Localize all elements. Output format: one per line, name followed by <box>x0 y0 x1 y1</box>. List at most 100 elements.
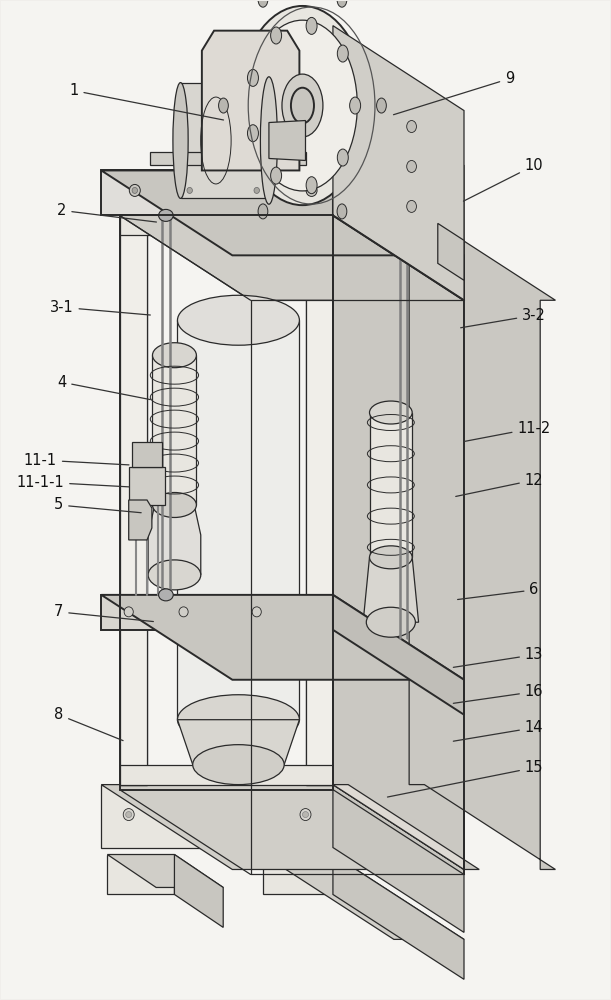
Ellipse shape <box>179 607 188 617</box>
Text: 15: 15 <box>387 760 543 797</box>
Polygon shape <box>333 785 464 932</box>
Ellipse shape <box>349 97 360 114</box>
Ellipse shape <box>407 200 417 212</box>
Polygon shape <box>120 215 147 785</box>
Text: 2: 2 <box>57 203 156 222</box>
Ellipse shape <box>173 83 188 198</box>
Text: 3-2: 3-2 <box>461 308 546 328</box>
Text: 12: 12 <box>456 473 543 496</box>
Ellipse shape <box>271 27 282 44</box>
Polygon shape <box>269 121 306 160</box>
Polygon shape <box>101 595 333 630</box>
Polygon shape <box>333 595 464 715</box>
Text: 10: 10 <box>463 158 543 201</box>
Polygon shape <box>263 855 464 939</box>
Polygon shape <box>333 215 464 869</box>
Polygon shape <box>132 442 163 467</box>
Polygon shape <box>120 765 333 785</box>
Ellipse shape <box>159 209 173 221</box>
Ellipse shape <box>177 695 299 745</box>
Polygon shape <box>177 320 299 720</box>
Polygon shape <box>363 557 419 622</box>
Polygon shape <box>333 215 479 869</box>
Ellipse shape <box>251 184 262 196</box>
Ellipse shape <box>367 607 415 637</box>
Ellipse shape <box>177 295 299 345</box>
Text: 13: 13 <box>453 647 543 667</box>
Ellipse shape <box>123 809 134 821</box>
Ellipse shape <box>376 98 386 113</box>
Ellipse shape <box>153 493 196 517</box>
Polygon shape <box>101 785 333 848</box>
Ellipse shape <box>337 0 347 7</box>
Ellipse shape <box>337 204 347 219</box>
Ellipse shape <box>306 17 317 34</box>
Polygon shape <box>101 785 464 869</box>
Text: 16: 16 <box>453 684 543 703</box>
Polygon shape <box>120 215 464 300</box>
Ellipse shape <box>153 343 196 368</box>
Ellipse shape <box>130 184 141 196</box>
Text: 14: 14 <box>453 720 543 741</box>
Polygon shape <box>101 170 333 215</box>
Text: 11-2: 11-2 <box>464 421 551 442</box>
Ellipse shape <box>306 177 317 194</box>
Polygon shape <box>153 355 196 505</box>
Polygon shape <box>148 505 201 575</box>
Ellipse shape <box>124 607 133 617</box>
Polygon shape <box>108 855 174 894</box>
Text: 1: 1 <box>69 83 224 120</box>
Polygon shape <box>333 215 464 869</box>
Ellipse shape <box>247 125 258 142</box>
Polygon shape <box>120 215 147 785</box>
Polygon shape <box>108 855 223 887</box>
Ellipse shape <box>252 607 262 617</box>
Polygon shape <box>333 81 464 255</box>
Ellipse shape <box>302 812 309 818</box>
Polygon shape <box>370 413 412 557</box>
Ellipse shape <box>407 121 417 133</box>
Ellipse shape <box>337 149 348 166</box>
Ellipse shape <box>184 184 195 196</box>
Ellipse shape <box>148 560 201 590</box>
Polygon shape <box>263 855 333 894</box>
Text: 4: 4 <box>57 375 150 400</box>
Polygon shape <box>202 31 299 170</box>
Ellipse shape <box>126 812 132 818</box>
Ellipse shape <box>247 20 357 191</box>
Polygon shape <box>177 720 299 765</box>
Ellipse shape <box>337 45 348 62</box>
Ellipse shape <box>291 88 314 123</box>
Ellipse shape <box>258 204 268 219</box>
Polygon shape <box>174 855 223 927</box>
Ellipse shape <box>309 187 314 193</box>
Text: 3-1: 3-1 <box>49 300 150 315</box>
Text: 5: 5 <box>54 497 141 513</box>
Text: 6: 6 <box>458 582 539 600</box>
Text: 8: 8 <box>54 707 123 741</box>
Ellipse shape <box>192 745 284 785</box>
Ellipse shape <box>247 69 258 86</box>
Polygon shape <box>101 595 464 680</box>
Ellipse shape <box>260 77 277 204</box>
Ellipse shape <box>219 98 229 113</box>
Ellipse shape <box>370 401 412 424</box>
Ellipse shape <box>132 187 137 193</box>
Text: 11-1: 11-1 <box>24 453 129 468</box>
Text: 7: 7 <box>54 604 153 622</box>
Ellipse shape <box>407 160 417 172</box>
Polygon shape <box>333 170 464 300</box>
Polygon shape <box>409 215 555 869</box>
Polygon shape <box>306 215 333 785</box>
Ellipse shape <box>300 809 311 821</box>
Polygon shape <box>101 170 464 255</box>
Polygon shape <box>180 83 269 198</box>
Ellipse shape <box>159 589 173 601</box>
Text: 11-1-1: 11-1-1 <box>16 475 129 490</box>
Ellipse shape <box>282 74 323 137</box>
Polygon shape <box>120 215 333 235</box>
Text: 9: 9 <box>393 71 514 115</box>
Ellipse shape <box>254 187 260 193</box>
Ellipse shape <box>306 184 317 196</box>
Ellipse shape <box>238 6 367 205</box>
